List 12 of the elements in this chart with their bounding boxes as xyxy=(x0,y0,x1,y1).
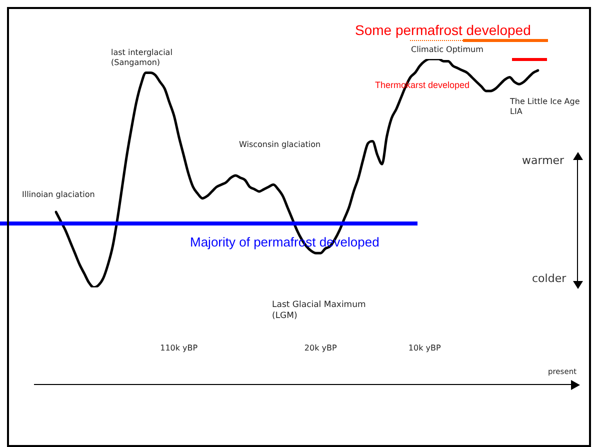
annotation: last interglacial (Sangamon) xyxy=(111,48,172,69)
annotation: The Little Ice Age LIA xyxy=(510,97,580,118)
annotation: warmer xyxy=(522,154,564,168)
x-tick-label: 110k yBP xyxy=(160,343,198,352)
x-tick-label: 10k yBP xyxy=(408,343,441,352)
text: Climatic Optimum xyxy=(411,45,484,56)
annotation: Illinoian glaciation xyxy=(22,190,95,200)
annotation: Wisconsin glaciation xyxy=(239,140,321,150)
annotation: colder xyxy=(532,272,566,286)
x-tick-label: 20k yBP xyxy=(304,343,337,352)
text: Some permafrost developed xyxy=(355,21,531,40)
text: Last Glacial Maximum (LGM) xyxy=(272,300,366,322)
